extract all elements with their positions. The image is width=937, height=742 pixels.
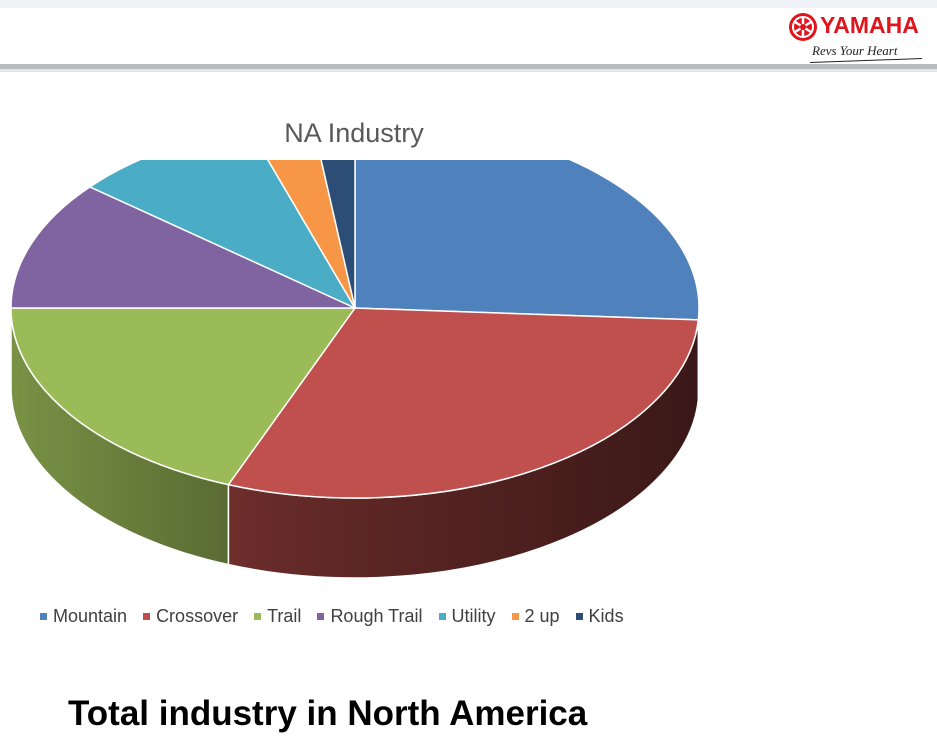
pie-tops	[10, 160, 700, 499]
legend-swatch	[143, 613, 151, 620]
legend-swatch	[254, 613, 262, 620]
pie-slice-kids	[320, 160, 356, 309]
pie-slice-utility	[89, 160, 356, 309]
pie-slice-crossover	[227, 307, 700, 499]
pie-slice-rough-trail	[10, 186, 356, 309]
chart-legend: Mountain Crossover Trail Rough Trail Utility…	[40, 606, 640, 627]
legend-label: Crossover	[156, 606, 239, 626]
tuning-fork-emblem-icon	[789, 13, 817, 41]
legend-item-trail: Trail	[254, 606, 301, 627]
legend-label: Utility	[451, 606, 496, 626]
pie-chart	[10, 160, 700, 579]
legend-swatch	[438, 613, 446, 620]
legend-item-mountain: Mountain	[40, 606, 127, 627]
legend-label: Kids	[588, 606, 624, 626]
logo-tagline: Revs Your Heart	[812, 43, 898, 58]
top-strip	[0, 0, 937, 8]
slide-footer-title: Total industry in North America	[68, 694, 588, 733]
legend-swatch	[575, 613, 583, 620]
legend-swatch	[317, 613, 325, 620]
logo-name: YAMAHA	[820, 12, 919, 38]
legend-item-2-up: 2 up	[511, 606, 560, 627]
yamaha-logo: YAMAHA Revs Your Heart	[786, 10, 934, 64]
legend-item-crossover: Crossover	[143, 606, 238, 627]
legend-label: Mountain	[53, 606, 128, 626]
legend-item-rough-trail: Rough Trail	[317, 606, 423, 627]
header-divider-shadow	[0, 69, 937, 72]
pie-slice-trail	[10, 307, 356, 486]
header-divider	[0, 64, 937, 69]
legend-swatch	[40, 613, 47, 620]
pie-slice-mountain	[354, 160, 700, 321]
legend-swatch	[511, 613, 519, 620]
legend-label: 2 up	[524, 606, 560, 626]
legend-item-utility: Utility	[438, 606, 496, 627]
chart-title: NA Industry	[284, 118, 424, 148]
legend-item-kids: Kids	[575, 606, 624, 627]
legend-label: Trail	[267, 606, 302, 626]
legend-label: Rough Trail	[330, 606, 423, 626]
